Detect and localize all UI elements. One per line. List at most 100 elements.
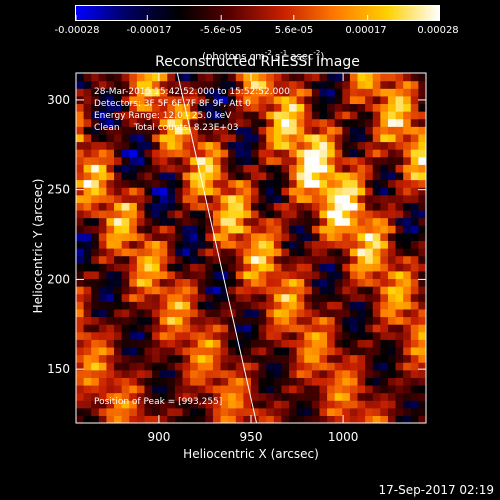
heatmap-cell bbox=[98, 194, 108, 203]
heatmap-cell bbox=[395, 156, 404, 165]
heatmap-cell bbox=[304, 73, 313, 82]
heatmap-cell bbox=[228, 202, 237, 211]
heatmap-cell bbox=[197, 73, 206, 82]
heatmap-cell bbox=[327, 95, 336, 105]
heatmap-cell bbox=[296, 331, 305, 340]
heatmap-cell bbox=[235, 331, 244, 340]
heatmap-cell bbox=[121, 171, 130, 181]
heatmap-cell bbox=[220, 209, 229, 219]
heatmap-cell bbox=[349, 248, 359, 257]
heatmap-cell bbox=[121, 346, 130, 356]
heatmap-cell bbox=[159, 187, 168, 196]
heatmap-cell bbox=[129, 88, 138, 97]
heatmap-cell bbox=[121, 141, 130, 150]
heatmap-cell bbox=[228, 255, 237, 264]
heatmap-cell bbox=[228, 149, 237, 158]
heatmap-cell bbox=[327, 278, 336, 287]
heatmap-cell bbox=[258, 187, 267, 196]
heatmap-cell bbox=[273, 346, 283, 356]
heatmap-cell bbox=[197, 339, 206, 348]
heatmap-cell bbox=[296, 384, 305, 394]
heatmap-cell bbox=[327, 164, 336, 173]
heatmap-cell bbox=[327, 232, 336, 241]
heatmap-cell bbox=[334, 263, 343, 272]
heatmap-cell bbox=[334, 133, 343, 143]
heatmap-cell bbox=[365, 346, 374, 356]
heatmap-cell bbox=[114, 240, 123, 249]
heatmap-cell bbox=[114, 308, 123, 318]
heatmap-cell bbox=[281, 95, 290, 105]
heatmap-cell bbox=[91, 248, 100, 257]
heatmap-cell bbox=[372, 324, 381, 333]
heatmap-cell bbox=[136, 415, 146, 423]
heatmap-cell bbox=[251, 377, 260, 386]
heatmap-cell bbox=[76, 118, 85, 127]
heatmap-cell bbox=[289, 324, 298, 333]
colorbar-tick: 0.00017 bbox=[345, 25, 387, 36]
heatmap-cell bbox=[266, 346, 275, 356]
heatmap-cell bbox=[357, 209, 366, 219]
heatmap-cell bbox=[403, 126, 412, 135]
heatmap-cell bbox=[205, 88, 214, 97]
heatmap-cell bbox=[98, 354, 108, 363]
heatmap-cell bbox=[403, 369, 412, 378]
heatmap-cell bbox=[220, 88, 229, 97]
heatmap-cell bbox=[342, 316, 351, 325]
heatmap-cell bbox=[136, 103, 146, 112]
heatmap-cell bbox=[220, 149, 229, 158]
unit-exp: -2 bbox=[313, 49, 321, 57]
heatmap-cell bbox=[380, 179, 389, 188]
heatmap-cell bbox=[190, 316, 199, 325]
heatmap-cell bbox=[319, 88, 328, 97]
heatmap-cell bbox=[327, 111, 336, 120]
heatmap-cell bbox=[98, 278, 108, 287]
heatmap-cell bbox=[296, 263, 305, 272]
heatmap-cell bbox=[289, 362, 298, 371]
heatmap-cell bbox=[258, 133, 267, 143]
heatmap-cell bbox=[319, 369, 328, 378]
heatmap-cell bbox=[228, 141, 237, 150]
heatmap-cell bbox=[387, 111, 397, 120]
heatmap-cell bbox=[273, 111, 283, 120]
heatmap-cell bbox=[129, 278, 138, 287]
heatmap-cell bbox=[258, 179, 267, 188]
heatmap-cell bbox=[243, 232, 252, 241]
heatmap-cell bbox=[197, 301, 206, 310]
heatmap-cell bbox=[410, 248, 419, 257]
heatmap-cell bbox=[83, 240, 92, 249]
heatmap-cell bbox=[372, 286, 381, 295]
heatmap-cell bbox=[395, 164, 404, 173]
heatmap-cell bbox=[334, 286, 343, 295]
heatmap-cell bbox=[311, 339, 321, 348]
heatmap-cell bbox=[174, 149, 184, 158]
heatmap-cell bbox=[190, 232, 199, 241]
heatmap-cell bbox=[106, 255, 115, 264]
heatmap-cell bbox=[220, 392, 229, 401]
heatmap-cell bbox=[182, 240, 191, 249]
heatmap-cell bbox=[410, 316, 419, 325]
heatmap-cell bbox=[342, 362, 351, 371]
heatmap-cell bbox=[197, 248, 206, 257]
unit-text: (photons cm bbox=[202, 51, 265, 63]
heatmap-cell bbox=[380, 103, 389, 112]
heatmap-cell bbox=[76, 301, 85, 310]
heatmap-cell bbox=[91, 362, 100, 371]
heatmap-cell bbox=[129, 369, 138, 378]
heatmap-cell bbox=[365, 194, 374, 203]
heatmap-cell bbox=[152, 293, 161, 302]
heatmap-cell bbox=[83, 118, 92, 127]
heatmap-cell bbox=[228, 354, 237, 363]
heatmap-cell bbox=[327, 346, 336, 356]
heatmap-cell bbox=[190, 308, 199, 318]
heatmap-cell bbox=[349, 118, 359, 127]
heatmap-cell bbox=[289, 194, 298, 203]
heatmap-cell bbox=[220, 384, 229, 394]
heatmap-cell bbox=[266, 331, 275, 340]
heatmap-cell bbox=[304, 286, 313, 295]
heatmap-cell bbox=[372, 164, 381, 173]
heatmap-cell bbox=[319, 354, 328, 363]
heatmap-cell bbox=[410, 415, 419, 423]
heatmap-cell bbox=[258, 202, 267, 211]
heatmap-cell bbox=[387, 286, 397, 295]
heatmap-cell bbox=[159, 149, 168, 158]
